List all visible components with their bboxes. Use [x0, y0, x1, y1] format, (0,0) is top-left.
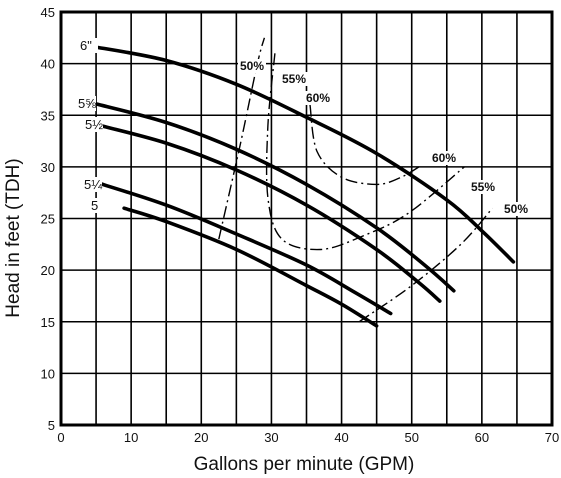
plot-frame — [59, 10, 554, 427]
curve-label: 5¼ — [84, 177, 102, 192]
curve-label-bg — [83, 117, 103, 132]
y-tick-label: 20 — [41, 263, 55, 278]
pump-curve — [122, 206, 379, 328]
curve-label: 6" — [80, 38, 92, 53]
x-tick-label: 30 — [264, 430, 278, 445]
y-tick-labels: 5 10 15 20 25 30 35 40 45 — [41, 5, 55, 433]
pump-curve — [94, 122, 442, 303]
pump-curves — [94, 45, 516, 328]
efficiency-label: 50% — [240, 59, 264, 73]
x-tick-label: 60 — [475, 430, 489, 445]
y-tick-label: 25 — [41, 212, 55, 227]
curve-label: 5⅝ — [78, 96, 96, 111]
efficiency-label: 55% — [282, 72, 306, 86]
x-tick-labels: 0 10 20 30 40 50 60 70 — [57, 430, 559, 445]
pump-curve — [94, 45, 516, 264]
efficiency-label-bg — [304, 91, 332, 105]
efficiency-label: 60% — [432, 151, 456, 165]
efficiency-label: 55% — [471, 180, 495, 194]
pump-curve — [94, 180, 393, 316]
y-tick-label: 40 — [41, 57, 55, 72]
x-tick-label: 70 — [545, 430, 559, 445]
grid — [60, 11, 553, 426]
y-axis-label: Head in feet (TDH) — [3, 158, 24, 317]
efficiency-label: 60% — [306, 91, 330, 105]
efficiency-contour — [265, 53, 465, 251]
efficiency-contour — [218, 37, 266, 240]
efficiency-label-bg — [430, 151, 458, 165]
efficiency-label-bg — [502, 202, 530, 216]
x-tick-label: 50 — [404, 430, 418, 445]
y-tick-label: 5 — [48, 418, 55, 433]
curve-label-bg — [78, 38, 98, 53]
x-axis-label: Gallons per minute (GPM) — [194, 454, 415, 475]
x-tick-label: 0 — [57, 430, 64, 445]
x-tick-label: 40 — [334, 430, 348, 445]
efficiency-label-bg — [238, 59, 266, 73]
curve-label-bg — [82, 177, 102, 192]
y-tick-label: 15 — [41, 315, 55, 330]
y-tick-label: 30 — [41, 160, 55, 175]
y-tick-label: 45 — [41, 5, 55, 20]
curve-label-bg — [89, 198, 101, 213]
curve-label: 5½ — [85, 117, 103, 132]
y-tick-label: 10 — [41, 366, 55, 381]
y-tick-label: 35 — [41, 108, 55, 123]
efficiency-label-bg — [469, 180, 497, 194]
curve-label-bg — [76, 96, 96, 111]
efficiency-contours — [218, 37, 493, 323]
x-tick-label: 10 — [124, 430, 138, 445]
pump-curve — [94, 102, 456, 293]
x-tick-label: 20 — [194, 430, 208, 445]
efficiency-contour — [358, 207, 493, 323]
efficiency-label-bg — [280, 72, 308, 86]
curve-label: 5 — [91, 198, 98, 213]
efficiency-label: 50% — [504, 202, 528, 216]
